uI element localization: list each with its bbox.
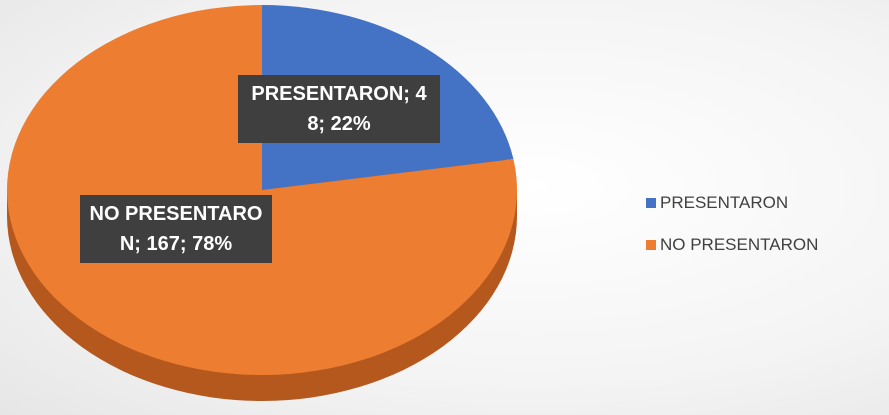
legend-swatch	[646, 240, 656, 250]
legend-swatch	[646, 198, 656, 208]
legend: PRESENTARON NO PRESENTARON	[646, 182, 818, 266]
legend-label: NO PRESENTARON	[660, 235, 819, 254]
data-label: PRESENTARON; 48; 22%	[238, 75, 440, 143]
legend-item: PRESENTARON	[646, 182, 818, 224]
data-label: NO PRESENTARON; 167; 78%	[80, 195, 272, 263]
legend-label: PRESENTARON	[660, 193, 789, 212]
legend-item: NO PRESENTARON	[646, 224, 818, 266]
pie-slice	[7, 5, 517, 375]
